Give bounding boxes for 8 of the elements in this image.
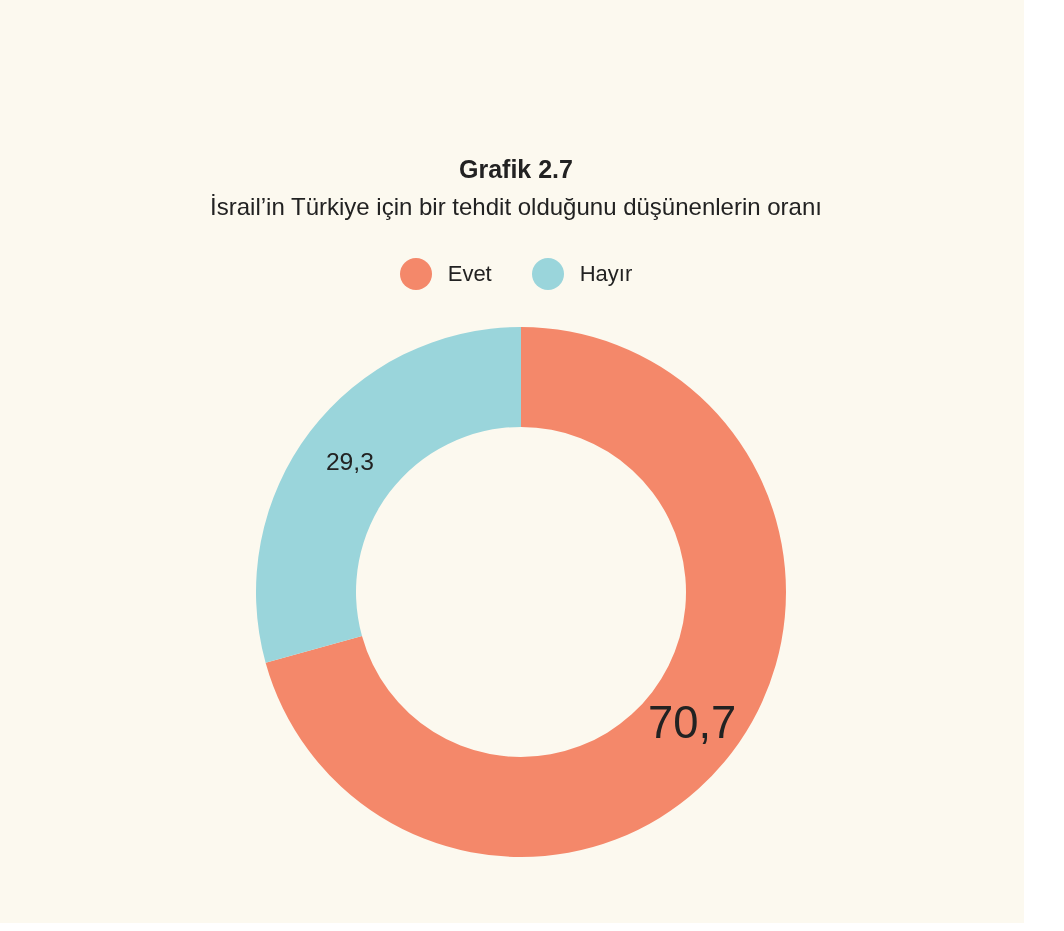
donut-slice [256, 327, 521, 663]
legend-label: Evet [447, 261, 492, 287]
data-label: 29,3 [325, 448, 374, 476]
chart-subtitle: İsrail’in Türkiye için bir tehdit olduğunu düşünenlerin oranı [209, 193, 823, 221]
donut-slice [265, 327, 786, 857]
chart-title: Grafik 2.7 [458, 155, 574, 184]
legend-label: Hayır [579, 261, 633, 287]
data-label: 70,7 [647, 696, 737, 748]
